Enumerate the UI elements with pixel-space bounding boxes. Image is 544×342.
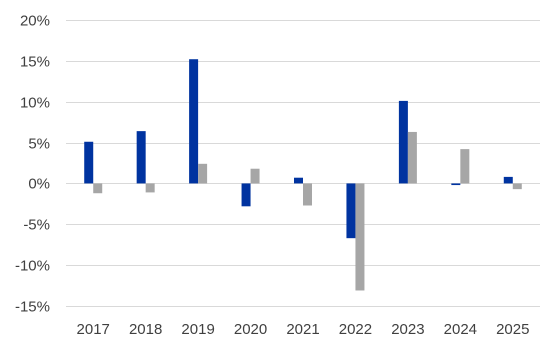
bar-series-2-2022: [355, 183, 365, 291]
bar-series-1-2018: [136, 131, 146, 184]
y-tick-label: 5%: [28, 136, 50, 153]
bar-series-1-2019: [189, 59, 199, 184]
x-tick-label-2020: 2020: [234, 321, 267, 338]
x-tick-label-2021: 2021: [286, 321, 319, 338]
bar-series-2-2024: [460, 149, 470, 184]
y-tick-label: -15%: [15, 299, 50, 316]
bar-series-2-2021: [303, 183, 312, 206]
y-axis-ticks: 20% 15% 10% 5% 0% -5% -10% -15%: [15, 13, 50, 316]
bar-series-2-2020: [250, 168, 260, 184]
x-tick-label-2019: 2019: [181, 321, 214, 338]
bar-series-1-2024: [451, 183, 461, 186]
bar-series-2-2025: [512, 183, 522, 190]
x-tick-label-2018: 2018: [129, 321, 162, 338]
x-tick-label-2017: 2017: [77, 321, 110, 338]
y-tick-label: 20%: [20, 13, 50, 30]
bar-series-1-2023: [398, 100, 408, 184]
x-tick-label-2023: 2023: [391, 321, 424, 338]
bar-series-1-2017: [84, 141, 94, 184]
x-tick-label-2022: 2022: [339, 321, 372, 338]
x-tick-label-2024: 2024: [444, 321, 477, 338]
bar-series-1-2022: [346, 183, 356, 239]
x-axis-ticks: 2017 2018 2019 2020 2021 2022 2023 2024 2025: [77, 321, 530, 338]
bar-series-1-2025: [503, 176, 513, 184]
x-tick-label-2025: 2025: [496, 321, 529, 338]
bar-series-1-2020: [241, 183, 251, 207]
y-tick-label: -5%: [23, 217, 50, 234]
bar-series-2-2018: [145, 183, 155, 193]
y-tick-label: -10%: [15, 258, 50, 275]
y-tick-label: 15%: [20, 54, 50, 71]
y-tick-label: 10%: [20, 95, 50, 112]
bar-series-2-2023: [407, 131, 417, 184]
y-tick-label: 0%: [28, 176, 50, 193]
bar-series-2-2017: [93, 183, 103, 194]
bar-series-2-2019: [198, 163, 208, 184]
bars: [84, 59, 522, 291]
bar-series-1-2021: [294, 177, 303, 184]
